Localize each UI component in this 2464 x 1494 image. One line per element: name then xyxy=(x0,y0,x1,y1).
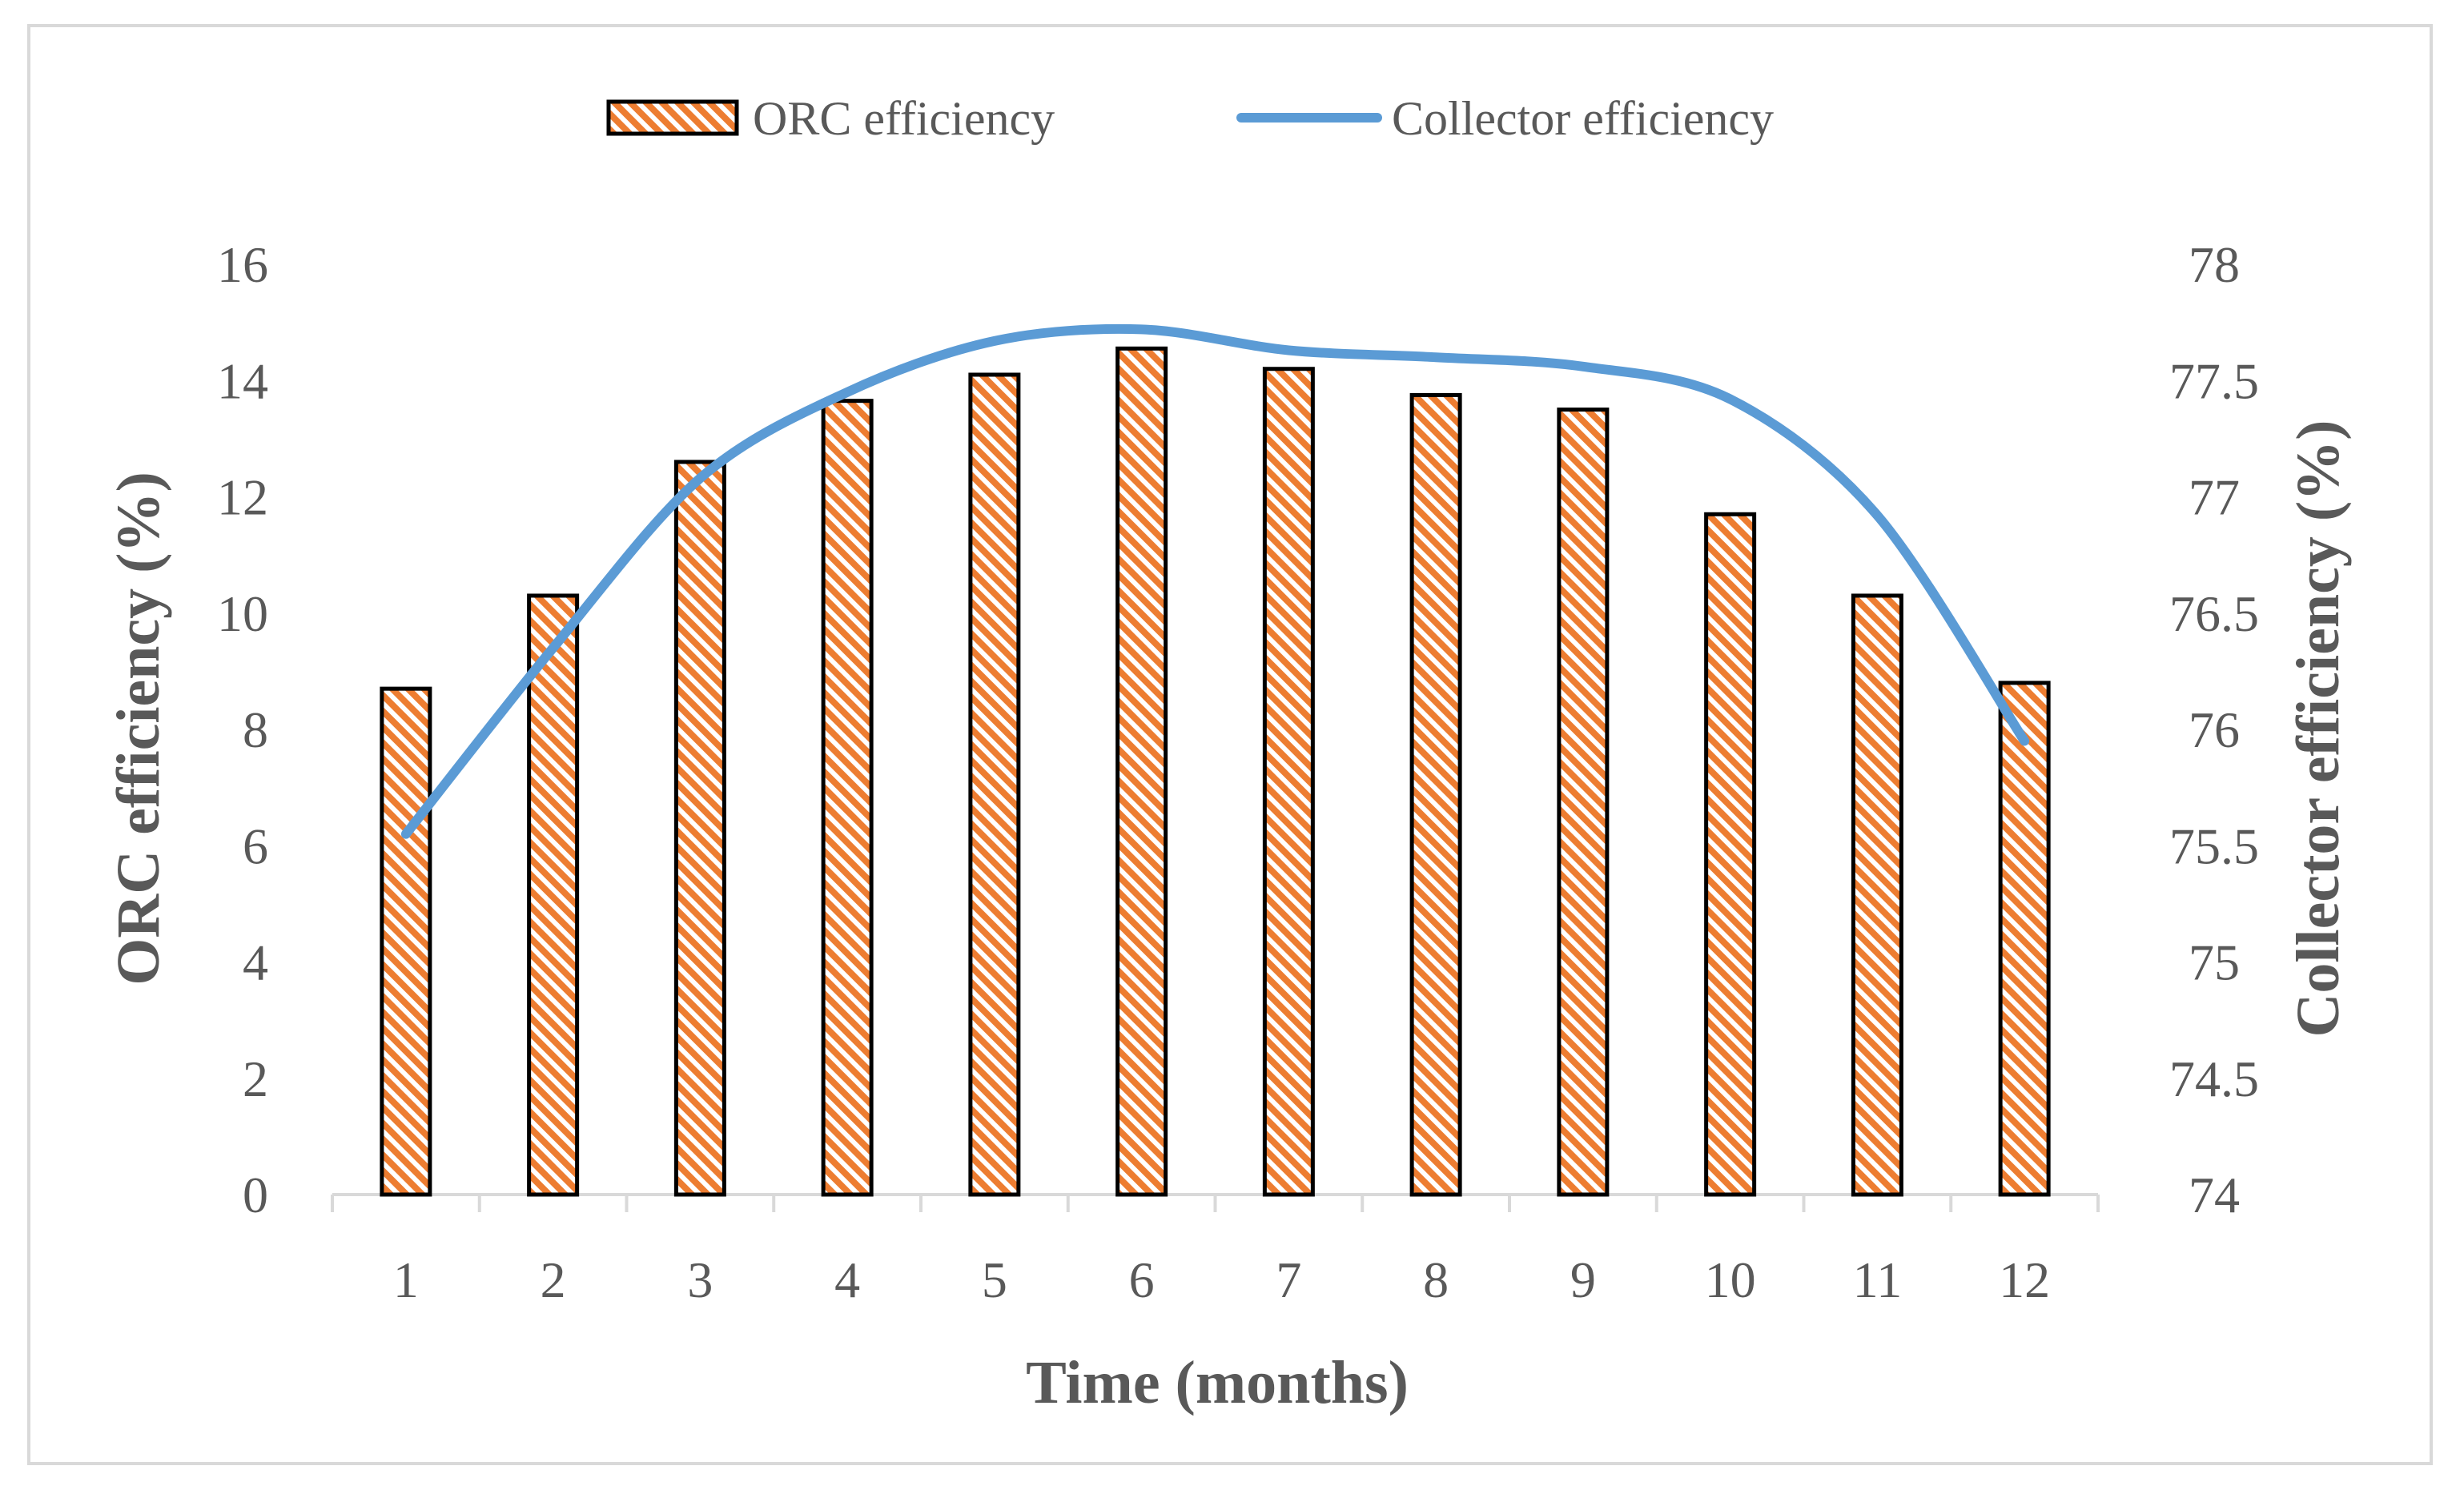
bar-orc-efficiency xyxy=(1409,392,1462,1197)
x-tick-label: 8 xyxy=(1423,1251,1449,1308)
y-right-tick-label: 77.5 xyxy=(2169,352,2259,409)
y-right-tick-label: 76 xyxy=(2189,701,2240,758)
x-tick-label: 11 xyxy=(1853,1251,1903,1308)
bar-orc-efficiency xyxy=(821,399,874,1197)
x-tick-label: 4 xyxy=(834,1251,860,1308)
y-left-tick-label: 12 xyxy=(217,469,268,526)
x-axis-title: Time (months) xyxy=(1026,1349,1409,1416)
x-tick-label: 9 xyxy=(1570,1251,1596,1308)
y-left-tick-label: 14 xyxy=(217,352,268,409)
x-tick-label: 3 xyxy=(687,1251,713,1308)
y-right-tick-label: 75 xyxy=(2189,934,2240,991)
x-tick-label: 2 xyxy=(541,1251,566,1308)
y-right-tick-label: 75.5 xyxy=(2169,817,2259,874)
bar-orc-efficiency xyxy=(527,593,580,1197)
x-tick-label: 10 xyxy=(1705,1251,1756,1308)
bar-orc-efficiency xyxy=(1557,408,1610,1197)
y-right-tick-label: 74 xyxy=(2189,1167,2240,1223)
bar-orc-efficiency xyxy=(1115,346,1168,1197)
y-left-tick-label: 8 xyxy=(243,701,268,758)
bar-orc-efficiency xyxy=(380,686,432,1197)
y-left-tick-label: 6 xyxy=(243,817,268,874)
legend-label-collector: Collector efficiency xyxy=(1392,92,1774,145)
legend-swatch-orc xyxy=(606,99,739,136)
y-right-tick-label: 74.5 xyxy=(2169,1050,2259,1107)
bar-orc-efficiency xyxy=(1851,593,1903,1197)
y-left-tick-label: 16 xyxy=(217,236,268,293)
legend: ORC efficiency Collector efficiency xyxy=(606,92,1774,145)
y-right-tick-label: 77 xyxy=(2189,469,2240,526)
line-collector-efficiency xyxy=(400,323,2030,839)
bar-orc-efficiency xyxy=(1262,367,1315,1197)
bar-orc-efficiency xyxy=(673,460,726,1197)
legend-label-orc: ORC efficiency xyxy=(753,92,1055,145)
y-right-tick-label: 78 xyxy=(2189,236,2240,293)
plot-area: 02468101214167474.57575.57676.57777.5781… xyxy=(217,236,2259,1308)
y-axis-left-title: ORC efficiency (%) xyxy=(105,472,172,986)
y-left-tick-label: 0 xyxy=(243,1167,268,1223)
y-axis-right-title: Collector efficiency (%) xyxy=(2285,420,2352,1038)
bar-orc-efficiency xyxy=(1704,512,1757,1197)
bar-orc-efficiency xyxy=(968,372,1021,1197)
bar-orc-efficiency xyxy=(1998,681,2051,1197)
y-left-tick-label: 10 xyxy=(217,585,268,642)
y-left-tick-label: 2 xyxy=(243,1050,268,1107)
y-right-tick-label: 76.5 xyxy=(2169,585,2259,642)
x-tick-label: 12 xyxy=(1999,1251,2050,1308)
x-tick-label: 7 xyxy=(1276,1251,1301,1308)
x-tick-label: 1 xyxy=(393,1251,419,1308)
x-tick-label: 6 xyxy=(1129,1251,1155,1308)
y-left-tick-label: 4 xyxy=(243,934,268,991)
x-tick-label: 5 xyxy=(982,1251,1007,1308)
